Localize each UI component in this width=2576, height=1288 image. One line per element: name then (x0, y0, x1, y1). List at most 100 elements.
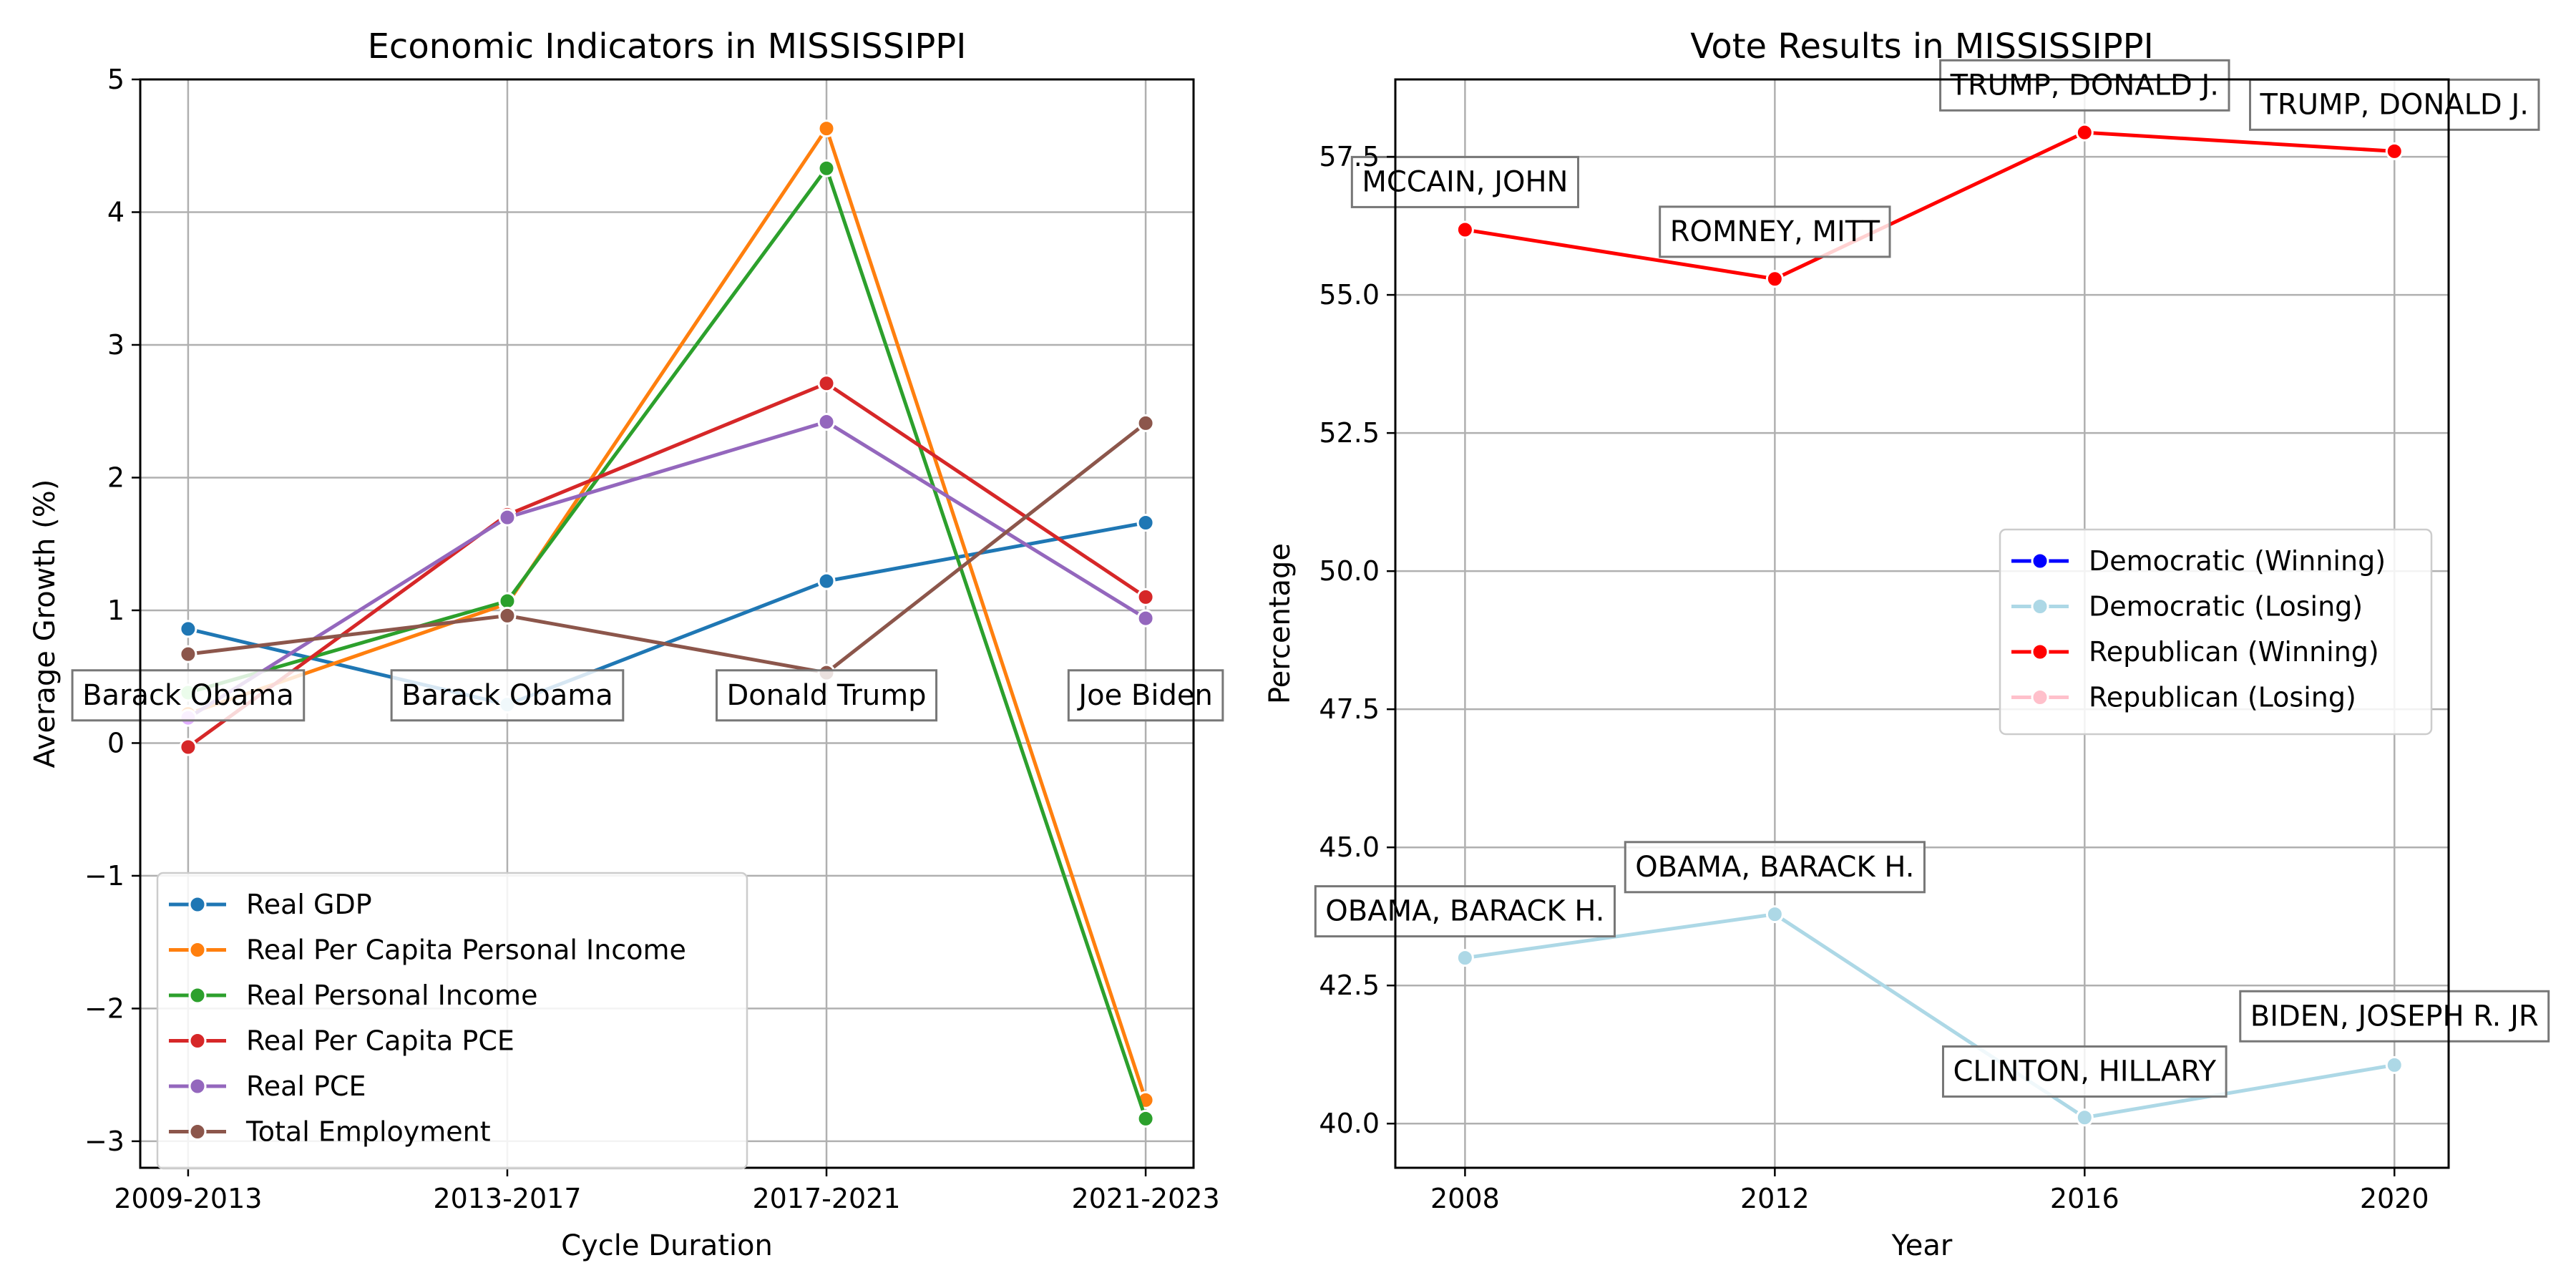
data-point (1136, 1109, 1155, 1128)
annotation-label: OBAMA, BARACK H. (1325, 895, 1604, 928)
data-point (817, 119, 836, 138)
y-tick-label: 47.5 (1319, 693, 1380, 725)
y-axis-label: Average Growth (%) (29, 479, 62, 769)
series-layer (1455, 123, 2404, 1127)
x-tick-label: 2020 (2360, 1183, 2429, 1214)
annotation: TRUMP, DONALD J. (2249, 78, 2540, 131)
legend-item: Real PCE (169, 1070, 366, 1102)
legend-label: Real GDP (246, 889, 372, 920)
annotation-box (1314, 885, 1616, 938)
annotation-label: ROMNEY, MITT (1670, 215, 1880, 248)
legend: Real GDP Real Per Capita Personal Income R… (156, 872, 748, 1170)
annotation-box (1659, 205, 1891, 258)
annotation: OBAMA, BARACK H. (1624, 841, 1926, 894)
annotation-label: Barack Obama (82, 679, 294, 712)
annotation: CLINTON, HILLARY (1941, 1045, 2228, 1098)
y-tick-label: 0 (107, 727, 125, 758)
data-point (2075, 1108, 2094, 1127)
chart-title: Economic Indicators in MISSISSIPPI (368, 26, 967, 67)
annotation-box (1624, 841, 1926, 894)
y-tick-label: 52.5 (1319, 417, 1380, 449)
legend-label: Republican (Losing) (2089, 682, 2356, 713)
legend-label: Democratic (Losing) (2089, 591, 2363, 623)
annotation-label: Joe Biden (1076, 679, 1213, 712)
data-point (1136, 587, 1155, 606)
data-point (179, 738, 197, 756)
annotation-box (71, 669, 306, 722)
data-point (817, 159, 836, 177)
data-point (1136, 414, 1155, 432)
y-tick-label: 57.5 (1319, 141, 1380, 172)
y-tick-label: 55.0 (1319, 279, 1380, 311)
annotation: OBAMA, BARACK H. (1314, 885, 1616, 938)
series-line (187, 420, 1147, 720)
x-tick-label: 2009-2013 (114, 1183, 262, 1214)
y-axis-label: Percentage (1264, 543, 1297, 704)
data-point (1136, 609, 1155, 628)
x-axis-label: Cycle Duration (561, 1229, 773, 1262)
annotation-label: Barack Obama (401, 679, 613, 712)
series-line (1465, 912, 2395, 1120)
y-tick-label: 4 (107, 196, 125, 228)
annotation-box (1350, 155, 1579, 208)
data-point (498, 606, 517, 625)
annotation-label: OBAMA, BARACK H. (1635, 851, 1914, 884)
annotation-box (390, 669, 625, 722)
legend-item: Republican (Winning) (2011, 636, 2379, 668)
y-tick-label: 42.5 (1319, 970, 1380, 1001)
legend-item: Democratic (Losing) (2011, 591, 2363, 623)
data-point (179, 645, 197, 663)
annotations: Barack Obama Barack Obama Donald Trump Joe … (71, 669, 1224, 722)
series-democratic-losing- (1455, 905, 2404, 1127)
x-tick-label: 2012 (1740, 1183, 1810, 1214)
legend-marker (188, 986, 207, 1005)
legend-marker (2031, 597, 2049, 615)
data-point (1455, 220, 1474, 239)
series-line (187, 166, 1148, 1120)
economic-indicators-chart: Barack Obama Barack Obama Donald Trump Joe … (29, 26, 1224, 1262)
legend-item: Republican (Losing) (2011, 682, 2356, 713)
y-tick-label: 50.0 (1319, 555, 1380, 587)
annotation-box (2249, 78, 2540, 131)
data-point (817, 572, 836, 590)
legend-frame (156, 872, 748, 1170)
legend-frame (1999, 528, 2433, 736)
annotation-label: MCCAIN, JOHN (1362, 165, 1568, 198)
legend-label: Real Personal Income (246, 980, 537, 1011)
plot-frame (1394, 78, 2450, 1169)
data-point (1765, 270, 1784, 288)
y-tick-label: −3 (84, 1126, 125, 1157)
y-tick-label: 40.0 (1319, 1108, 1380, 1139)
annotation-label: Donald Trump (726, 679, 926, 712)
y-tick-label: 1 (107, 595, 125, 626)
series-real-pce (179, 413, 1155, 727)
data-point (498, 592, 517, 610)
annotation: Joe Biden (1067, 669, 1224, 722)
legend: Democratic (Winning) Democratic (Losing) R… (1999, 528, 2433, 736)
annotation: MCCAIN, JOHN (1350, 155, 1579, 208)
series-line (187, 421, 1147, 675)
x-tick-label: 2021-2023 (1072, 1183, 1220, 1214)
y-tick-label: 5 (107, 64, 125, 95)
y-tick-label: −1 (84, 860, 125, 892)
annotation-label: TRUMP, DONALD J. (1950, 69, 2219, 102)
y-tick-label: 45.0 (1319, 831, 1380, 863)
annotation: BIDEN, JOSEPH R. JR (2239, 990, 2550, 1043)
legend-label: Real PCE (246, 1070, 366, 1102)
legend-label: Real Per Capita PCE (246, 1025, 514, 1057)
legend-item: Real Per Capita Personal Income (169, 935, 686, 966)
legend-label: Real Per Capita Personal Income (246, 935, 686, 966)
x-tick-label: 2008 (1430, 1183, 1500, 1214)
data-point (2385, 142, 2404, 160)
data-point (2075, 123, 2094, 142)
annotation-label: CLINTON, HILLARY (1953, 1055, 2216, 1088)
data-point (2385, 1055, 2404, 1074)
series-line (187, 381, 1147, 749)
data-point (498, 508, 517, 527)
legend-marker (188, 1123, 207, 1141)
annotation-box (1067, 669, 1224, 722)
legend-marker (2031, 643, 2049, 661)
annotation-label: BIDEN, JOSEPH R. JR (2250, 1000, 2539, 1033)
ticks: 2009-2013 2013-2017 2017-2021 2021-2023 −3 −2… (84, 64, 1220, 1214)
annotation-label: TRUMP, DONALD J. (2260, 88, 2529, 121)
